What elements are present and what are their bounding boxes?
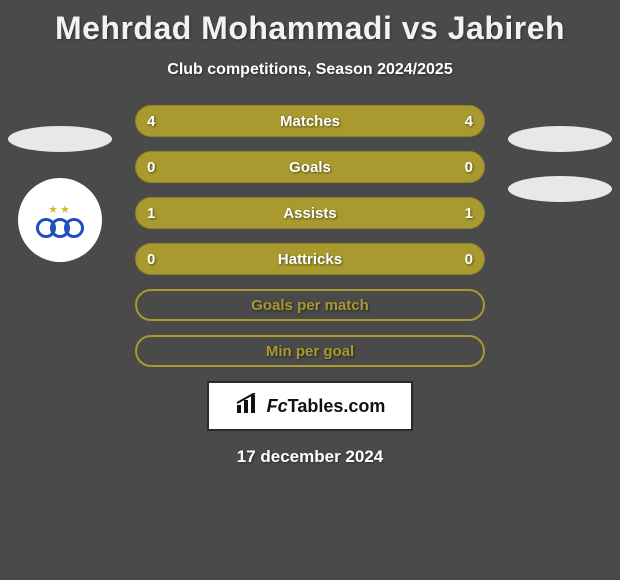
page-title: Mehrdad Mohammadi vs Jabireh [0, 0, 620, 47]
club-badge: ★★ [18, 178, 102, 262]
brand-text: FcTables.com [267, 396, 386, 417]
stat-label: Min per goal [137, 343, 483, 360]
stat-row: 11Assists [135, 197, 485, 229]
stat-label: Goals [135, 159, 485, 176]
stat-row: 00Goals [135, 151, 485, 183]
stat-label: Hattricks [135, 251, 485, 268]
stat-row: Min per goal [135, 335, 485, 367]
stat-row: 00Hattricks [135, 243, 485, 275]
brand-bars-icon [235, 393, 261, 420]
badge-stars: ★★ [48, 203, 72, 216]
stat-row: 44Matches [135, 105, 485, 137]
stat-label: Goals per match [137, 297, 483, 314]
left-player-oval [8, 126, 112, 152]
stat-label: Matches [135, 113, 485, 130]
brand-text-prefix: Fc [267, 396, 288, 416]
stat-row: Goals per match [135, 289, 485, 321]
brand-text-main: Tables.com [288, 396, 386, 416]
stat-label: Assists [135, 205, 485, 222]
brand-box: FcTables.com [207, 381, 413, 431]
date-text: 17 december 2024 [0, 447, 620, 467]
right-player-oval-1 [508, 126, 612, 152]
subtitle: Club competitions, Season 2024/2025 [0, 61, 620, 79]
right-player-oval-2 [508, 176, 612, 202]
badge-rings [36, 218, 84, 238]
